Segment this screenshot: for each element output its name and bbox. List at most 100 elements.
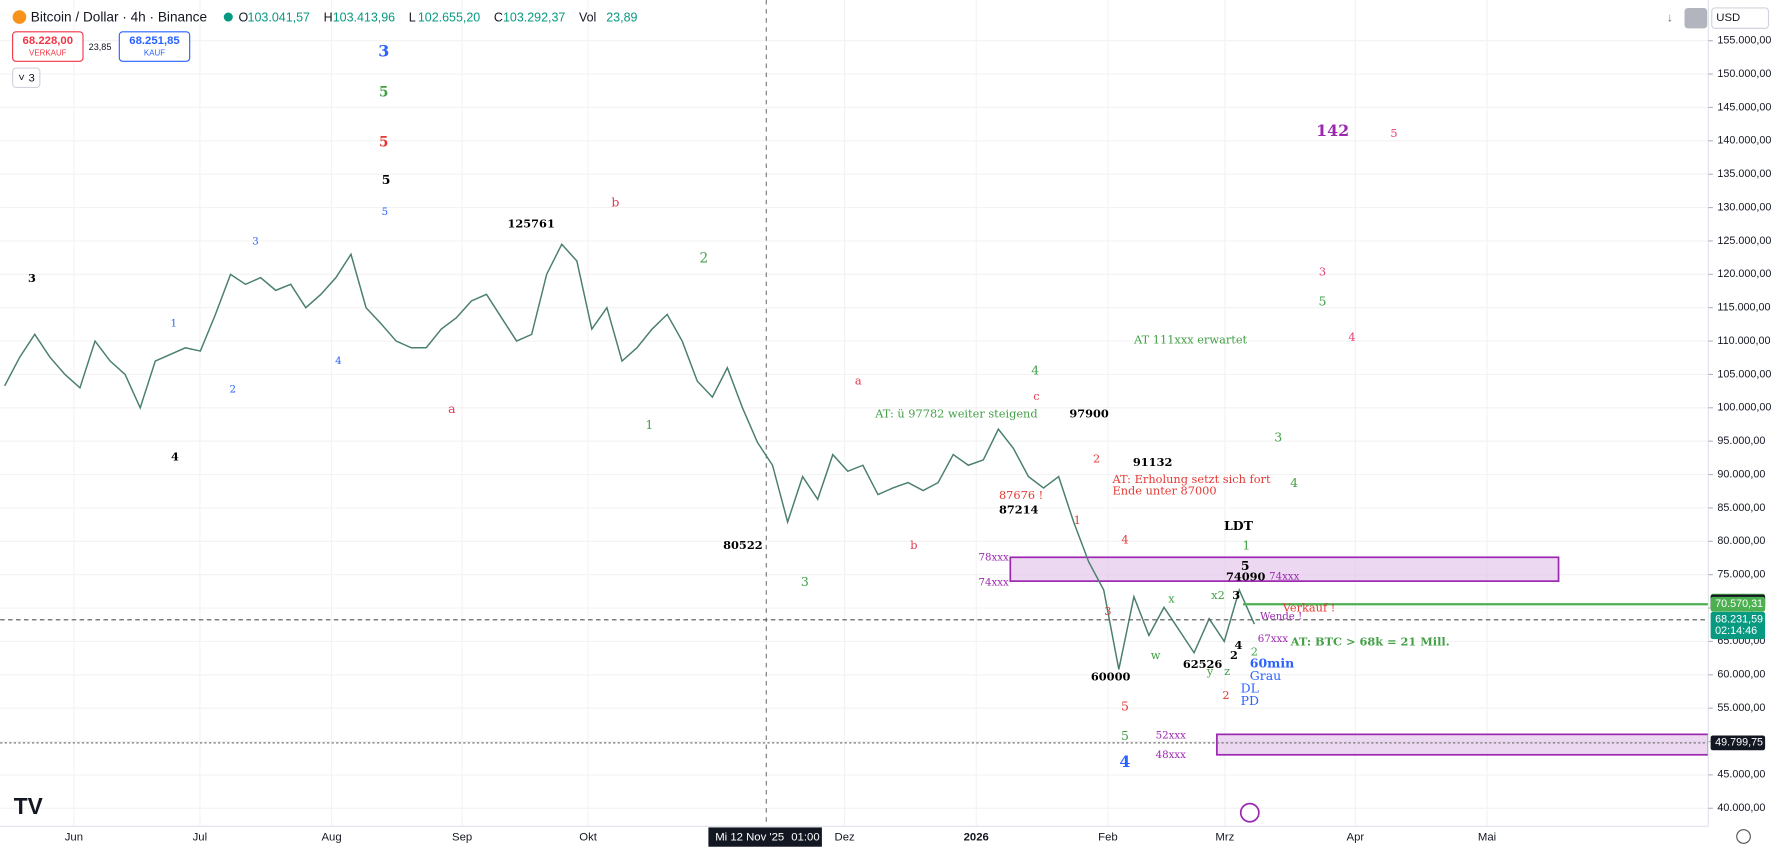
currency-select[interactable] bbox=[1711, 7, 1770, 29]
price-tag-label: 70.570,31 bbox=[1715, 598, 1763, 610]
annotation: 3 bbox=[252, 237, 259, 248]
annotation: 1 bbox=[171, 318, 177, 329]
annotation: 3 bbox=[1232, 588, 1240, 602]
annotation: Ende unter 87000 bbox=[1112, 483, 1216, 497]
x-tick-label: Jun bbox=[65, 832, 83, 844]
annotation: y bbox=[1206, 664, 1214, 678]
sell-price[interactable]: 68.228,00 bbox=[23, 35, 73, 47]
download-button[interactable] bbox=[1657, 7, 1683, 29]
zone-box bbox=[1216, 733, 1710, 756]
annotation: b bbox=[611, 195, 619, 210]
x-tick-label: Dez bbox=[835, 832, 856, 844]
annotation: 62526 bbox=[1183, 657, 1223, 671]
annotation: DL bbox=[1241, 680, 1259, 695]
x-tick-label: Feb bbox=[1098, 832, 1118, 844]
annotation: 2 bbox=[1222, 688, 1229, 702]
price-tag-label: 49.799,75 bbox=[1715, 737, 1763, 749]
spread: 23,85 bbox=[89, 42, 112, 52]
y-tick-label: 130.000,00 bbox=[1717, 201, 1771, 213]
annotation: 1 bbox=[1242, 537, 1250, 552]
sell-label[interactable]: VERKAUF bbox=[29, 48, 67, 57]
sell-button[interactable] bbox=[12, 31, 84, 62]
annotation: Grau bbox=[1250, 668, 1281, 683]
ohlc-key: C bbox=[494, 10, 503, 24]
annotation: 4 bbox=[1348, 330, 1355, 344]
annotation: 5 bbox=[382, 172, 391, 187]
annotation: 87214 bbox=[999, 503, 1039, 517]
annotation: Verkauf ! bbox=[1282, 600, 1336, 614]
y-tick-label: 125.000,00 bbox=[1717, 235, 1771, 247]
crosshair-date: Mi 12 Nov '25 bbox=[715, 832, 784, 844]
price-tag bbox=[1710, 611, 1766, 640]
ohlc-value: 103.413,96 bbox=[333, 10, 395, 24]
annotation: 74xxx bbox=[1269, 572, 1299, 583]
x-tick-label: Mrz bbox=[1215, 832, 1234, 844]
y-tick-label: 95.000,00 bbox=[1717, 435, 1765, 447]
annotation: a bbox=[855, 373, 862, 387]
annotation: 125761 bbox=[507, 217, 554, 231]
annotation: 2 bbox=[1251, 645, 1258, 659]
settings-icon[interactable] bbox=[1736, 829, 1751, 844]
annotation: 2 bbox=[700, 250, 709, 266]
currency[interactable]: USD bbox=[1716, 12, 1740, 24]
annotation: 5 bbox=[379, 135, 388, 151]
ohlc-value: 103.041,57 bbox=[248, 10, 310, 24]
y-tick-label: 55.000,00 bbox=[1717, 702, 1765, 714]
annotation: PD bbox=[1241, 693, 1259, 708]
buy-label[interactable]: KAUF bbox=[144, 48, 165, 57]
ohlc-key: H bbox=[324, 10, 333, 24]
annotation: 1 bbox=[1074, 513, 1081, 527]
annotation: 2 bbox=[1093, 452, 1100, 466]
annotation: 67xxx bbox=[1258, 634, 1288, 645]
x-tick-label: 2026 bbox=[964, 832, 989, 844]
price-line bbox=[4, 242, 1256, 670]
y-tick-label: 155.000,00 bbox=[1717, 35, 1771, 47]
y-tick-label: 75.000,00 bbox=[1717, 569, 1765, 581]
annotation: AT: ü 97782 weiter steigend bbox=[874, 406, 1037, 420]
buy-price[interactable]: 68.251,85 bbox=[129, 35, 179, 47]
annotation: 4 bbox=[1290, 475, 1298, 490]
buy-button[interactable] bbox=[118, 31, 191, 62]
annotation: c bbox=[1033, 389, 1039, 403]
zone-box bbox=[1009, 556, 1560, 582]
annotation: 60min bbox=[1250, 655, 1294, 670]
annotation: 3 bbox=[1319, 264, 1326, 278]
annotation: 78xxx bbox=[979, 552, 1009, 563]
x-tick-label: Apr bbox=[1347, 832, 1365, 844]
annotation: 52xxx bbox=[1156, 730, 1186, 741]
y-tick-label: 80.000,00 bbox=[1717, 535, 1765, 547]
annotation: x2 bbox=[1211, 588, 1225, 602]
annotation: 97900 bbox=[1069, 406, 1109, 420]
crosshair-tag bbox=[708, 827, 822, 847]
y-tick-label: 85.000,00 bbox=[1717, 502, 1765, 514]
annotation: 3 bbox=[1274, 430, 1282, 445]
indicator-value[interactable]: 3 bbox=[29, 72, 35, 84]
indicator-toggle[interactable] bbox=[12, 67, 41, 88]
snapshot-button[interactable] bbox=[1684, 7, 1708, 29]
y-tick-label: 45.000,00 bbox=[1717, 769, 1765, 781]
annotation: 74090 bbox=[1226, 570, 1266, 584]
x-tick-label: Mai bbox=[1478, 832, 1496, 844]
download-icon[interactable]: ↓ bbox=[1667, 10, 1673, 24]
annotation: 4 bbox=[1119, 752, 1130, 771]
x-tick-label: Jul bbox=[193, 832, 208, 844]
indicator-chevron[interactable]: ˅ bbox=[18, 72, 25, 84]
annotation: 1 bbox=[645, 417, 653, 432]
y-tick-label: 90.000,00 bbox=[1717, 468, 1765, 480]
annotation: 5 bbox=[1390, 126, 1397, 140]
price-scale bbox=[1708, 0, 1780, 849]
ohlc-value: 103.292,37 bbox=[503, 10, 565, 24]
annotation: AT 111xxx erwartet bbox=[1133, 333, 1247, 347]
price-tag-label: 68.231,59 bbox=[1715, 614, 1763, 626]
y-tick-label: 150.000,00 bbox=[1717, 68, 1771, 80]
ohlc-key: L bbox=[409, 10, 416, 24]
annotation: z bbox=[1224, 664, 1230, 678]
x-tick-label: Okt bbox=[579, 832, 597, 844]
logo[interactable]: TV bbox=[14, 793, 43, 819]
alert-icon[interactable] bbox=[1239, 802, 1260, 823]
ohlc-value: 102.655,20 bbox=[418, 10, 480, 24]
annotation: 5 bbox=[379, 85, 388, 101]
y-tick-label: 140.000,00 bbox=[1717, 135, 1771, 147]
annotation: 87676 ! bbox=[999, 488, 1043, 502]
